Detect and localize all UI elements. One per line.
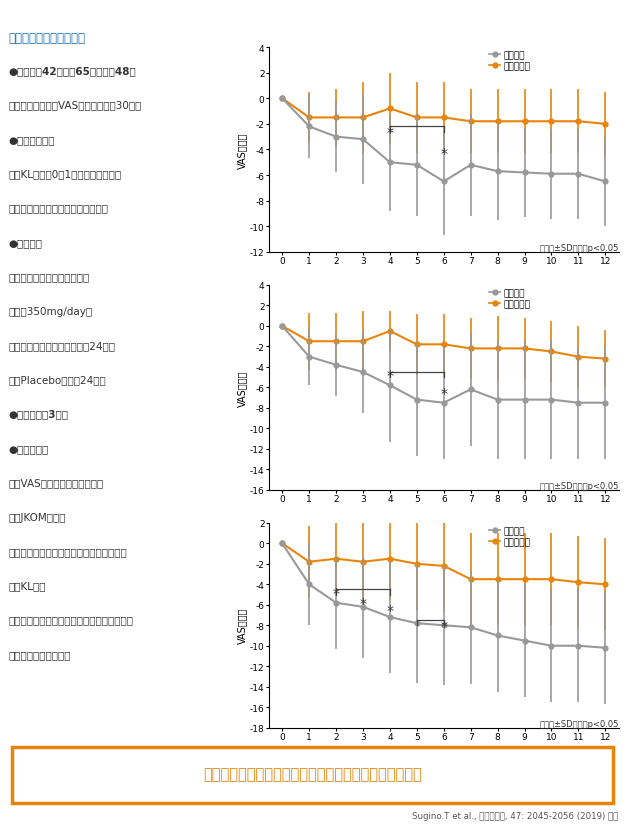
Text: ●摂取期間：3か月: ●摂取期間：3か月 — [9, 409, 69, 419]
Text: の重症度分類）: の重症度分類） — [9, 649, 71, 659]
Y-axis label: VASスコア: VASスコア — [237, 607, 247, 643]
Text: ・Placebo群　（24名）: ・Placebo群 （24名） — [9, 375, 106, 385]
Text: （変形性膝関節症患者機能評価尺度）: （変形性膝関節症患者機能評価尺度） — [9, 546, 127, 557]
Text: *: * — [440, 386, 448, 400]
Y-axis label: VASスコア: VASスコア — [237, 132, 247, 169]
Text: ・重大な内臓、代謝系疾患がない: ・重大な内臓、代謝系疾患がない — [9, 203, 109, 213]
Legend: 試験食群, プラセボ群: 試験食群, プラセボ群 — [486, 285, 534, 313]
Text: 階段を降りる時の痛み: 階段を降りる時の痛み — [332, 265, 402, 278]
FancyBboxPatch shape — [12, 748, 612, 803]
Text: *: * — [359, 596, 366, 610]
Text: Sugino.T et al., 薬理と治療, 47: 2045-2056 (2019) より: Sugino.T et al., 薬理と治療, 47: 2045-2056 (2… — [412, 811, 619, 820]
Text: ・JKOMスコア: ・JKOMスコア — [9, 512, 66, 522]
Text: ●測定項目：: ●測定項目： — [9, 443, 49, 453]
Text: ●群分け：: ●群分け： — [9, 237, 43, 247]
Text: 平均値±SD、＊：p<0.05: 平均値±SD、＊：p<0.05 — [539, 243, 619, 252]
Text: *: * — [440, 146, 448, 160]
Text: ・コンドロイチン硫酸含有: ・コンドロイチン硫酸含有 — [9, 272, 90, 282]
Text: ・KL分類: ・KL分類 — [9, 581, 46, 590]
Text: *: * — [386, 369, 393, 383]
Text: （350mg/day）: （350mg/day） — [9, 306, 93, 316]
Text: 平均値±SD、＊：p<0.05: 平均値±SD、＊：p<0.05 — [539, 719, 619, 728]
Text: ●被験者条件：: ●被験者条件： — [9, 135, 55, 145]
Text: 平均値±SD、＊：p<0.05: 平均値±SD、＊：p<0.05 — [539, 481, 619, 490]
Text: 膝関節痛への影響を研究: 膝関節痛への影響を研究 — [9, 32, 86, 45]
Text: サブグループ：VASの痛みスコア30未満: サブグループ：VASの痛みスコア30未満 — [9, 100, 142, 111]
Text: （レントゲン写真による変形性膝関節症: （レントゲン写真による変形性膝関節症 — [9, 614, 134, 624]
Text: *: * — [332, 586, 339, 600]
Text: サプリメント摂取群　（24名）: サプリメント摂取群 （24名） — [9, 341, 116, 351]
Legend: 試験食群, プラセボ群: 試験食群, プラセボ群 — [486, 48, 534, 75]
Text: *: * — [386, 126, 393, 140]
Text: *: * — [440, 619, 448, 633]
Text: ・KL分類が0、1で関節疾患がない: ・KL分類が0、1で関節疾患がない — [9, 169, 122, 179]
Text: 階段を昇る時の痛み: 階段を昇る時の痛み — [335, 27, 398, 41]
Text: ●被験者：42歳から65歳の男女48名: ●被験者：42歳から65歳の男女48名 — [9, 66, 136, 76]
Text: *: * — [386, 604, 393, 617]
Y-axis label: VASスコア: VASスコア — [237, 370, 247, 406]
Legend: 試験食群, プラセボ群: 試験食群, プラセボ群 — [486, 523, 534, 550]
Text: ・VASスコア（痛みの強度）: ・VASスコア（痛みの強度） — [9, 478, 104, 488]
Text: 階段を昇る・降りる、正座する時の違和感が有意に改善: 階段を昇る・降りる、正座する時の違和感が有意に改善 — [203, 767, 422, 782]
Text: 正座している時の痛み: 正座している時の痛み — [332, 503, 402, 516]
